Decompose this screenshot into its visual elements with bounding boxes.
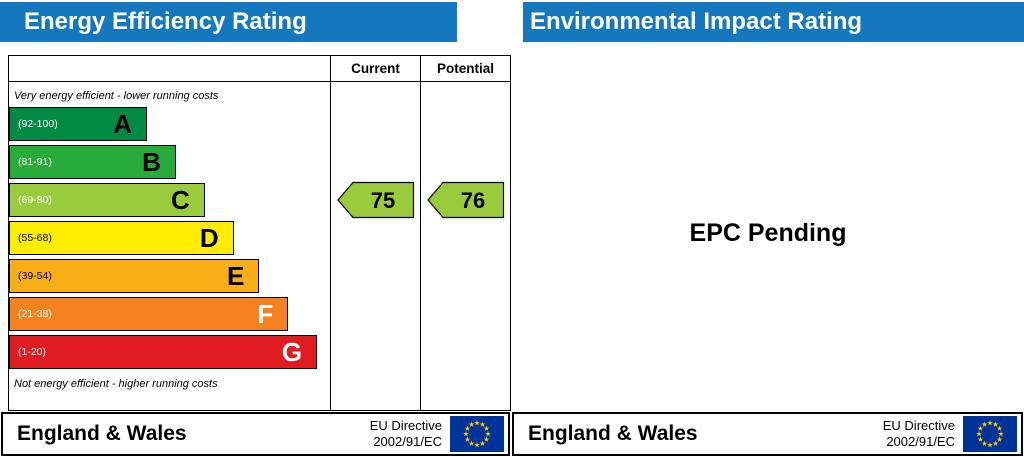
potential-column: 76 [420,82,510,410]
arrow-shape [426,181,504,219]
current-rating-arrow: 75 [336,181,415,219]
eu-directive-line2: 2002/91/EC [373,434,442,449]
chart-column-headers: Current Potential [9,56,510,82]
band-a-letter: A [113,109,133,139]
band-g-letter: G [281,337,303,367]
band-b: (81-91) B [9,145,176,179]
band-c-letter: C [171,185,190,215]
band-e-letter: E [227,261,245,291]
band-a: (92-100) A [9,107,148,141]
band-f-range: (21-38) [18,308,52,320]
column-header-spacer [9,56,330,81]
environmental-impact-title: Environmental Impact Rating [530,8,863,35]
energy-efficiency-title: Energy Efficiency Rating [24,8,307,35]
band-c-range: (69-80) [18,194,52,206]
band-b-range: (81-91) [18,156,52,168]
eu-flag-graphic [963,416,1017,452]
eu-directive-text: EU Directive 2002/91/EC [370,418,450,451]
chart-body: Very energy efficient - lower running co… [9,82,510,410]
eu-flag-icon [450,416,504,452]
eu-directive-text: EU Directive 2002/91/EC [883,418,963,451]
current-arrow-graphic: 75 [336,181,414,219]
band-e: (39-54) E [9,259,260,293]
potential-rating-arrow: 76 [426,181,505,219]
band-g: (1-20) G [9,335,318,369]
current-rating-value: 75 [370,188,394,213]
eu-directive-line1: EU Directive [882,417,955,433]
band-d-letter: D [199,223,219,253]
band-a-range: (92-100) [18,118,58,130]
current-column-header: Current [330,56,420,81]
band-d-range: (55-68) [18,232,52,244]
eu-directive-line1: EU Directive [369,417,442,433]
current-column: 75 [330,82,420,410]
potential-column-header: Potential [420,56,510,81]
bottom-note: Not energy efficient - higher running co… [14,378,218,390]
band-g-range: (1-20) [18,346,47,358]
eu-flag-graphic [450,416,504,452]
potential-arrow-graphic: 76 [426,181,504,219]
energy-footer: England & Wales EU Directive 2002/91/EC [1,412,510,456]
arrow-shape [336,181,414,219]
energy-efficiency-header: Energy Efficiency Rating [0,2,457,42]
england-wales-label: England & Wales [17,422,187,445]
band-c: (69-80) C [9,183,205,217]
band-d: (55-68) D [9,221,234,255]
band-b-letter: B [142,147,161,177]
environmental-footer: England & Wales EU Directive 2002/91/EC [512,412,1023,456]
band-f: (21-38) F [9,297,289,331]
top-note: Very energy efficient - lower running co… [14,90,219,102]
potential-rating-value: 76 [460,188,484,213]
eu-flag-icon [963,416,1017,452]
environmental-impact-header: Environmental Impact Rating [523,2,1024,42]
energy-rating-chart: Current Potential Very energy efficient … [8,55,511,411]
epc-pending-text: EPC Pending [689,218,847,247]
rating-bands-column: Very energy efficient - lower running co… [9,82,330,410]
eu-directive-line2: 2002/91/EC [886,434,955,449]
england-wales-label: England & Wales [528,422,698,445]
band-f-letter: F [257,299,274,329]
band-e-range: (39-54) [18,270,52,282]
environmental-impact-panel: EPC Pending [512,55,1024,411]
